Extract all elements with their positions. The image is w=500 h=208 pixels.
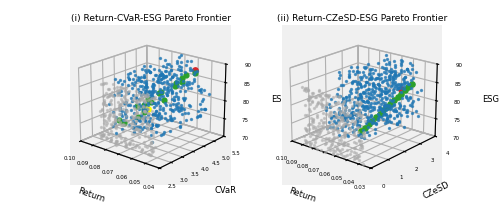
X-axis label: Return: Return [288, 187, 318, 204]
Title: (i) Return-CVaR-ESG Pareto Frontier: (i) Return-CVaR-ESG Pareto Frontier [70, 14, 231, 23]
X-axis label: Return: Return [76, 187, 106, 204]
Y-axis label: CVaR: CVaR [214, 186, 236, 195]
Title: (ii) Return-CZeSD-ESG Pareto Frontier: (ii) Return-CZeSD-ESG Pareto Frontier [277, 14, 447, 23]
Y-axis label: CZeSD: CZeSD [422, 180, 452, 201]
